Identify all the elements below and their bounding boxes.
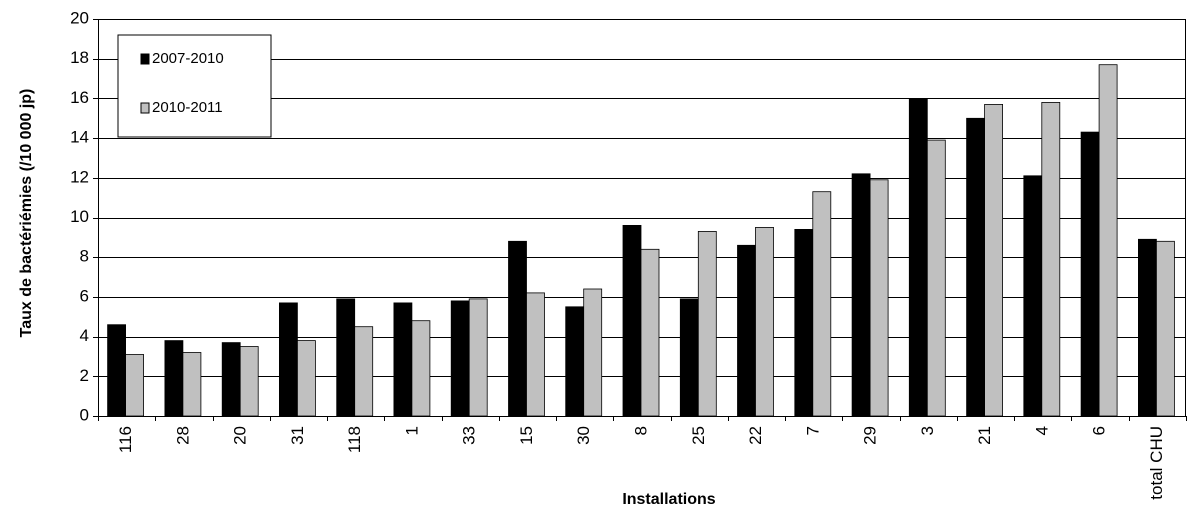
x-tick-label-33: 33 [460,426,479,445]
y-tick-label-8: 8 [80,247,89,266]
x-tick-label-20: 20 [231,426,250,445]
x-tick-label-22: 22 [746,426,765,445]
x-tick-label-25: 25 [689,426,708,445]
bar-2007-2010-33 [450,300,470,417]
bar-2007-2010-116 [107,324,126,417]
y-tick-label-14: 14 [70,128,89,147]
bar-2007-2010-7 [794,228,814,417]
bar-2010-2011-30 [583,288,603,417]
x-tick-label-28: 28 [173,426,192,445]
bar-2010-2011-8 [640,248,660,417]
bar-2007-2010-15 [508,240,527,417]
legend-box [117,34,272,138]
bar-2010-2011-29 [869,179,889,417]
y-tick-label-12: 12 [70,167,89,186]
legend-label-2007-2010: 2007-2010 [152,50,224,67]
bar-2010-2011-118 [354,326,374,417]
bar-2007-2010-8 [622,224,642,417]
bar-2007-2010-29 [851,173,871,417]
x-tick-labels: 116 28 20 31 118 1 33 15 30 8 25 22 7 29 3 21 4 6 total CH… [116,426,1166,500]
y-tick-label-10: 10 [70,207,89,226]
x-tick-label-1: 1 [402,426,421,435]
bar-2007-2010-25 [679,298,699,417]
bar-2010-2011-116 [125,354,144,417]
bar-2010-2011-6 [1098,64,1118,417]
legend: 2007-2010 2010-2011 [117,34,272,138]
bar-2007-2010-20 [221,342,241,417]
x-tick-label-total-CHU: total CHU [1147,426,1166,500]
x-tick-label-6: 6 [1090,426,1109,435]
bar-2007-2010-1 [393,302,413,417]
y-tick-label-20: 20 [70,8,89,27]
bar-2007-2010-21 [966,117,985,417]
bar-2007-2010-total CHU [1138,238,1157,417]
y-tick-label-18: 18 [70,48,89,67]
legend-label-2010-2011: 2010-2011 [152,99,223,116]
x-tick-label-118: 118 [345,426,364,453]
x-tick-label-4: 4 [1032,426,1051,435]
bar-2010-2011-total CHU [1156,240,1175,417]
bar-2010-2011-4 [1041,102,1061,417]
x-axis-title: Installations [622,491,715,508]
bar-2007-2010-28 [164,340,184,417]
bar-2010-2011-28 [182,352,202,417]
y-tick-label-2: 2 [80,366,89,385]
bar-2007-2010-22 [737,244,756,417]
bar-2007-2010-3 [908,98,928,417]
x-tick-label-29: 29 [861,426,880,445]
y-axis-title: Taux de bactériémies (/10 000 jp) [18,89,35,338]
y-tick-label-0: 0 [80,405,89,424]
bar-2010-2011-15 [526,292,545,417]
y-tick-label-4: 4 [80,326,89,345]
x-tick-label-8: 8 [631,426,650,435]
legend-swatch-2010-2011 [140,102,150,114]
x-tick-label-31: 31 [288,426,307,445]
y-tick-label-16: 16 [70,88,89,107]
x-tick-label-7: 7 [803,426,822,435]
bar-2010-2011-3 [926,139,946,417]
bar-2010-2011-31 [296,340,316,417]
x-tick-label-116: 116 [116,426,135,453]
bar-2010-2011-1 [411,320,431,417]
bars [107,64,1175,417]
x-tick-label-3: 3 [918,426,937,435]
x-tick-label-30: 30 [574,426,593,445]
x-tick-label-21: 21 [975,426,994,445]
bar-2007-2010-6 [1080,131,1100,417]
legend-swatch-2007-2010 [140,53,150,65]
axes [93,19,1187,421]
bar-2007-2010-4 [1023,175,1043,417]
bar-2010-2011-20 [239,346,259,417]
bar-2010-2011-7 [812,191,832,417]
bar-2010-2011-33 [468,298,488,417]
bar-2007-2010-31 [278,302,298,417]
bar-2007-2010-30 [565,306,585,417]
bar-2010-2011-25 [697,230,717,417]
y-tick-labels: 0 2 4 6 8 10 12 14 16 18 20 [70,8,89,424]
y-tick-label-6: 6 [80,286,89,305]
x-tick-label-15: 15 [517,426,536,445]
bar-2007-2010-118 [336,298,356,417]
bar-2010-2011-21 [984,104,1003,417]
bar-2010-2011-22 [755,226,774,417]
